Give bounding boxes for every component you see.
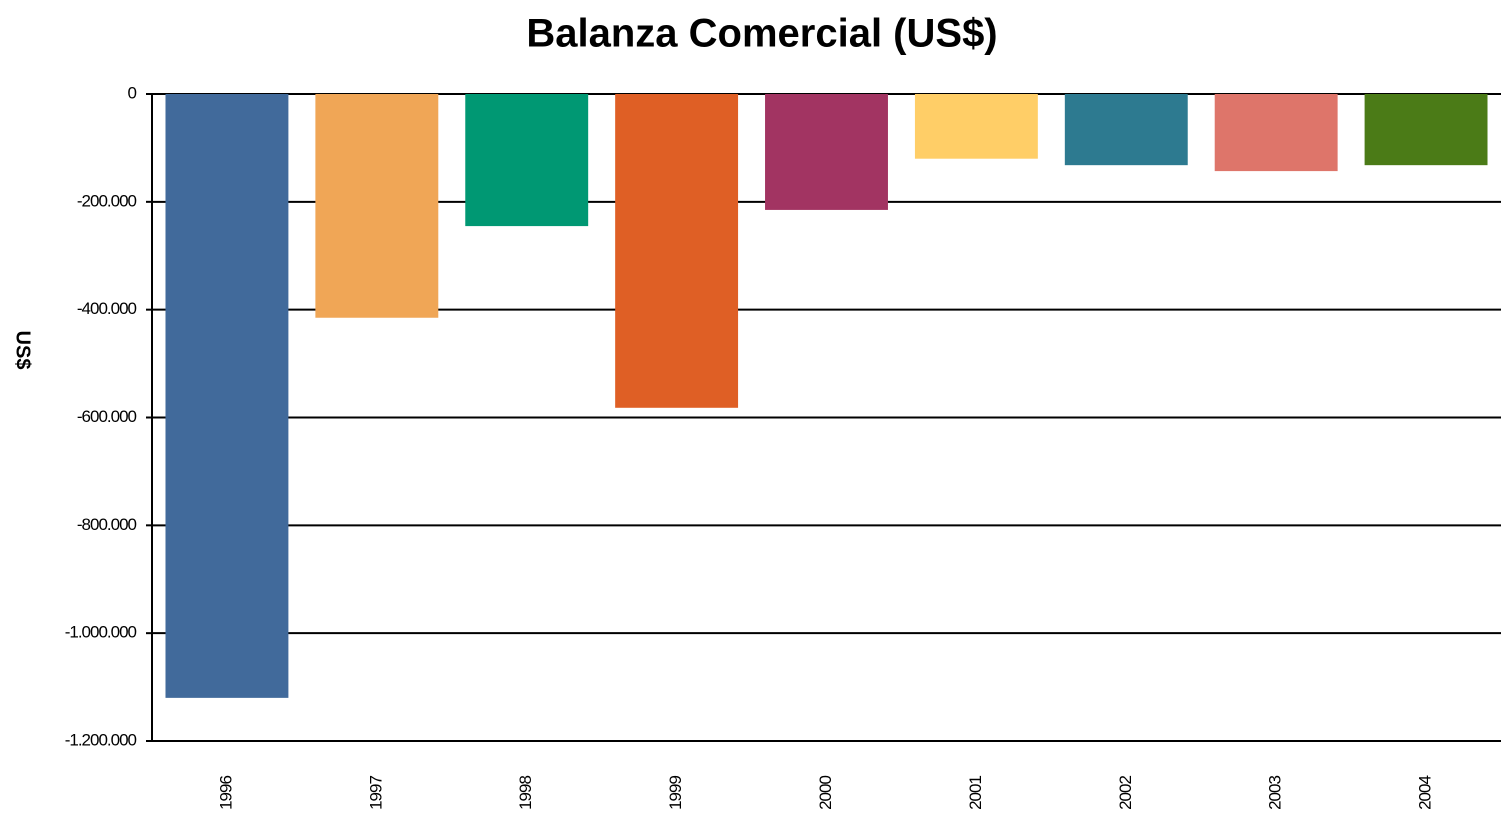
y-tick-label: -400.000 <box>77 299 137 318</box>
bar <box>1364 94 1488 166</box>
y-tick-label: -1.000.000 <box>65 623 137 642</box>
x-tick-label: 1998 <box>516 776 535 810</box>
bar <box>315 94 439 318</box>
bar <box>765 94 888 210</box>
x-tick-label: 2004 <box>1416 776 1435 810</box>
chart-title: Balanza Comercial (US$) <box>526 12 997 56</box>
x-tick-label: 1999 <box>666 776 685 810</box>
y-tick-label: -200.000 <box>77 191 137 210</box>
bar <box>165 94 289 698</box>
bar <box>1064 94 1188 166</box>
bar <box>914 94 1038 159</box>
x-tick-label: 2001 <box>966 776 985 810</box>
y-tick-label: -1.200.000 <box>65 730 137 749</box>
x-tick-label: 1996 <box>216 776 235 810</box>
y-axis-label: US$ <box>12 331 34 370</box>
bar <box>615 94 739 408</box>
x-tick-label: 2002 <box>1116 776 1135 810</box>
bar <box>1214 94 1338 172</box>
x-tick-label: 1997 <box>366 776 385 810</box>
y-tick-label: -600.000 <box>77 407 137 426</box>
y-tick-label: 0 <box>128 83 137 102</box>
x-tick-label: 2000 <box>816 776 835 810</box>
y-tick-label: -800.000 <box>77 515 137 534</box>
x-tick-label: 2003 <box>1266 776 1285 810</box>
bar <box>465 94 589 227</box>
